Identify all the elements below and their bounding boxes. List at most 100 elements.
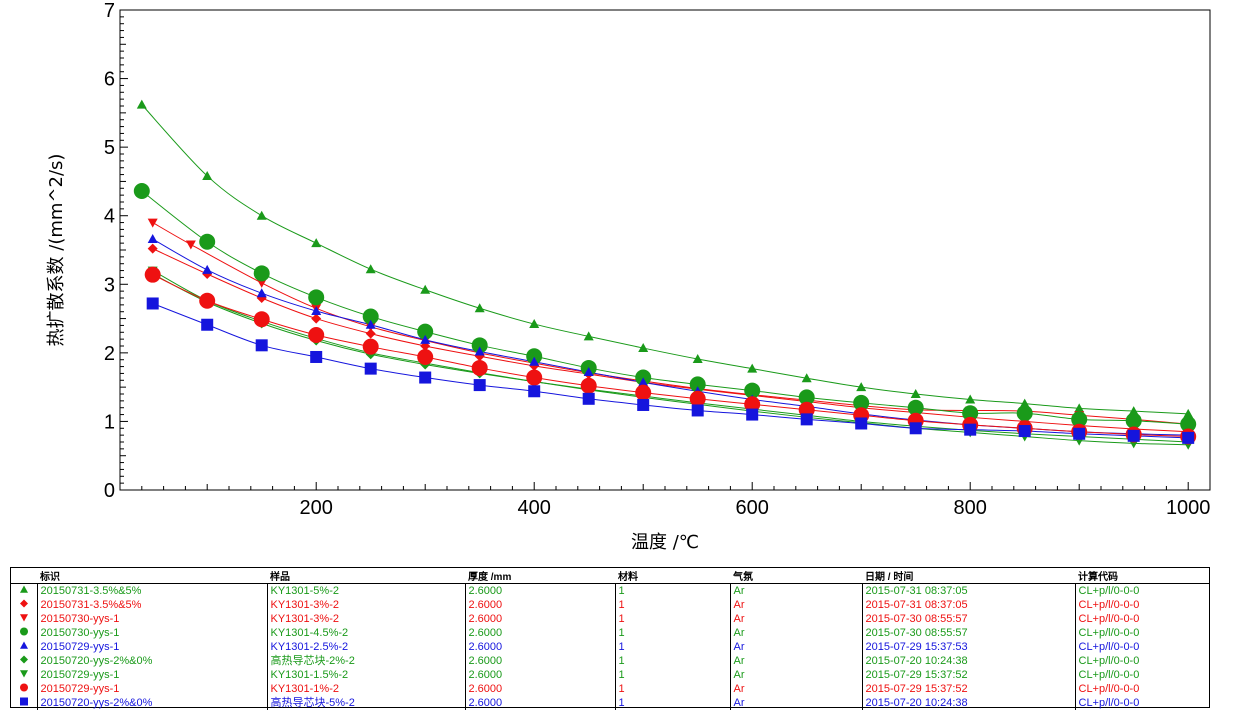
data-point: [638, 343, 649, 353]
data-point: [185, 240, 196, 250]
data-point: [420, 334, 431, 344]
legend-cell-atmosphere: Ar: [729, 640, 862, 654]
y-tick-label: 7: [104, 0, 115, 22]
legend-marker-shape: [19, 599, 28, 608]
data-point: [1128, 406, 1139, 416]
data-point: [801, 373, 812, 383]
series-markers: [133, 99, 1197, 450]
legend-marker-icon: [19, 670, 28, 678]
data-point: [635, 384, 652, 401]
data-point: [417, 348, 434, 365]
data-point: [420, 284, 431, 294]
legend-header-cell: 标识: [37, 568, 267, 584]
legend-cell-material: 1: [614, 654, 730, 668]
legend-cell-datetime: 2015-07-31 08:37:05: [861, 598, 1075, 612]
data-point: [365, 328, 376, 339]
data-point: [529, 319, 540, 329]
legend-cell-material: 1: [614, 668, 730, 682]
legend-cell-sample: KY1301-2.5%-2: [266, 640, 465, 654]
data-point: [965, 394, 976, 404]
legend-cell-thickness: 2.6000: [464, 583, 615, 598]
legend-cell-code: CL+p/l/0-0-0: [1074, 583, 1209, 598]
legend-cell-thickness: 2.6000: [464, 598, 615, 612]
data-point: [856, 382, 867, 392]
data-point: [473, 379, 486, 392]
data-point: [308, 289, 325, 306]
data-point: [133, 183, 150, 200]
data-point: [583, 331, 594, 341]
legend-cell-datetime: 2015-07-20 10:24:38: [861, 696, 1075, 710]
data-point: [147, 243, 158, 254]
legend-cell-id: 20150731-3.5%&5%: [36, 583, 267, 598]
data-point: [201, 318, 214, 331]
data-point: [1180, 416, 1197, 433]
data-point: [529, 356, 540, 366]
legend-marker-cell: [11, 584, 37, 599]
data-point: [199, 292, 216, 309]
data-point: [798, 389, 815, 406]
data-point: [365, 264, 376, 274]
data-point: [362, 338, 379, 355]
data-point: [419, 371, 432, 384]
data-point: [1016, 405, 1033, 422]
y-tick-label: 3: [104, 274, 115, 296]
series-curves: [141, 104, 1189, 446]
data-point: [199, 233, 216, 250]
legend-cell-material: 1: [614, 612, 730, 626]
legend-row: 20150731-3.5%&5% KY1301-5%-2 2.6000 1 Ar 2015…: [11, 583, 1209, 599]
data-point: [147, 234, 158, 244]
legend-row: 20150730-yys-1 KY1301-4.5%-2 2.6000 1 Ar 2015…: [11, 626, 1209, 640]
legend-header-row: 标识 样品 厚度 /mm 材料 气氛 日期 / 时间 计算代码: [11, 568, 1209, 584]
legend-cell-sample: KY1301-3%-2: [266, 612, 465, 626]
legend-cell-thickness: 2.6000: [464, 612, 615, 626]
legend-row: 20150729-yys-1 KY1301-1.5%-2 2.6000 1 Ar 2015…: [11, 668, 1209, 682]
legend-cell-sample: KY1301-1.5%-2: [266, 668, 465, 682]
legend-marker-shape: [19, 670, 28, 678]
data-point: [689, 390, 706, 407]
legend-cell-thickness: 2.6000: [464, 640, 615, 654]
data-point: [1073, 427, 1086, 440]
legend-marker-shape: [19, 641, 28, 649]
legend-cell-material: 1: [614, 626, 730, 640]
y-axis-title: 热扩散系数 /(mm^2/s): [46, 154, 67, 347]
legend-marker-icon: [19, 627, 28, 636]
legend-cell-atmosphere: Ar: [729, 654, 862, 668]
data-point: [1125, 412, 1142, 429]
data-point: [365, 319, 376, 329]
x-tick-label: 200: [300, 497, 333, 519]
legend-cell-code: CL+p/l/0-0-0: [1074, 612, 1209, 626]
data-point: [853, 394, 870, 411]
legend-cell-thickness: 2.6000: [464, 654, 615, 668]
legend-marker-icon: [19, 614, 28, 622]
data-point: [202, 170, 213, 180]
data-point: [1182, 431, 1195, 444]
data-point: [364, 362, 377, 375]
data-point: [310, 350, 323, 363]
legend-marker-cell: [11, 612, 37, 626]
y-tick-label: 2: [104, 343, 115, 365]
legend-cell-atmosphere: Ar: [729, 682, 862, 696]
x-tick-label: 600: [736, 497, 769, 519]
legend-cell-datetime: 2015-07-20 10:24:38: [861, 654, 1075, 668]
data-point: [1074, 403, 1085, 413]
data-point: [144, 266, 161, 283]
x-axis-title: 温度 /℃: [631, 532, 699, 553]
legend-cell-id: 20150729-yys-1: [36, 682, 267, 696]
data-point: [528, 385, 541, 398]
legend-table: 标识 样品 厚度 /mm 材料 气氛 日期 / 时间 计算代码 20150731-3.5%&…: [10, 567, 1210, 710]
legend-cell-material: 1: [614, 696, 730, 710]
legend-marker-cell: [11, 682, 37, 696]
data-point: [1018, 425, 1031, 438]
x-tick-label: 400: [518, 497, 551, 519]
legend-marker-icon: [19, 655, 28, 664]
legend-cell-datetime: 2015-07-31 08:37:05: [861, 583, 1075, 598]
data-point: [909, 422, 922, 435]
series-curve-0: [141, 104, 1189, 415]
data-point: [474, 303, 485, 313]
diffusivity-chart: 0 1 2 3 4 5 6 7 200 400 600 800 1000 温度 /℃ 热扩散系数 /(m…: [46, 0, 1211, 553]
legend-cell-material: 1: [614, 682, 730, 696]
series-curve-4: [152, 238, 1189, 436]
data-point: [964, 423, 977, 436]
legend-cell-id: 20150720-yys-2%&0%: [36, 654, 267, 668]
legend-cell-material: 1: [614, 598, 730, 612]
